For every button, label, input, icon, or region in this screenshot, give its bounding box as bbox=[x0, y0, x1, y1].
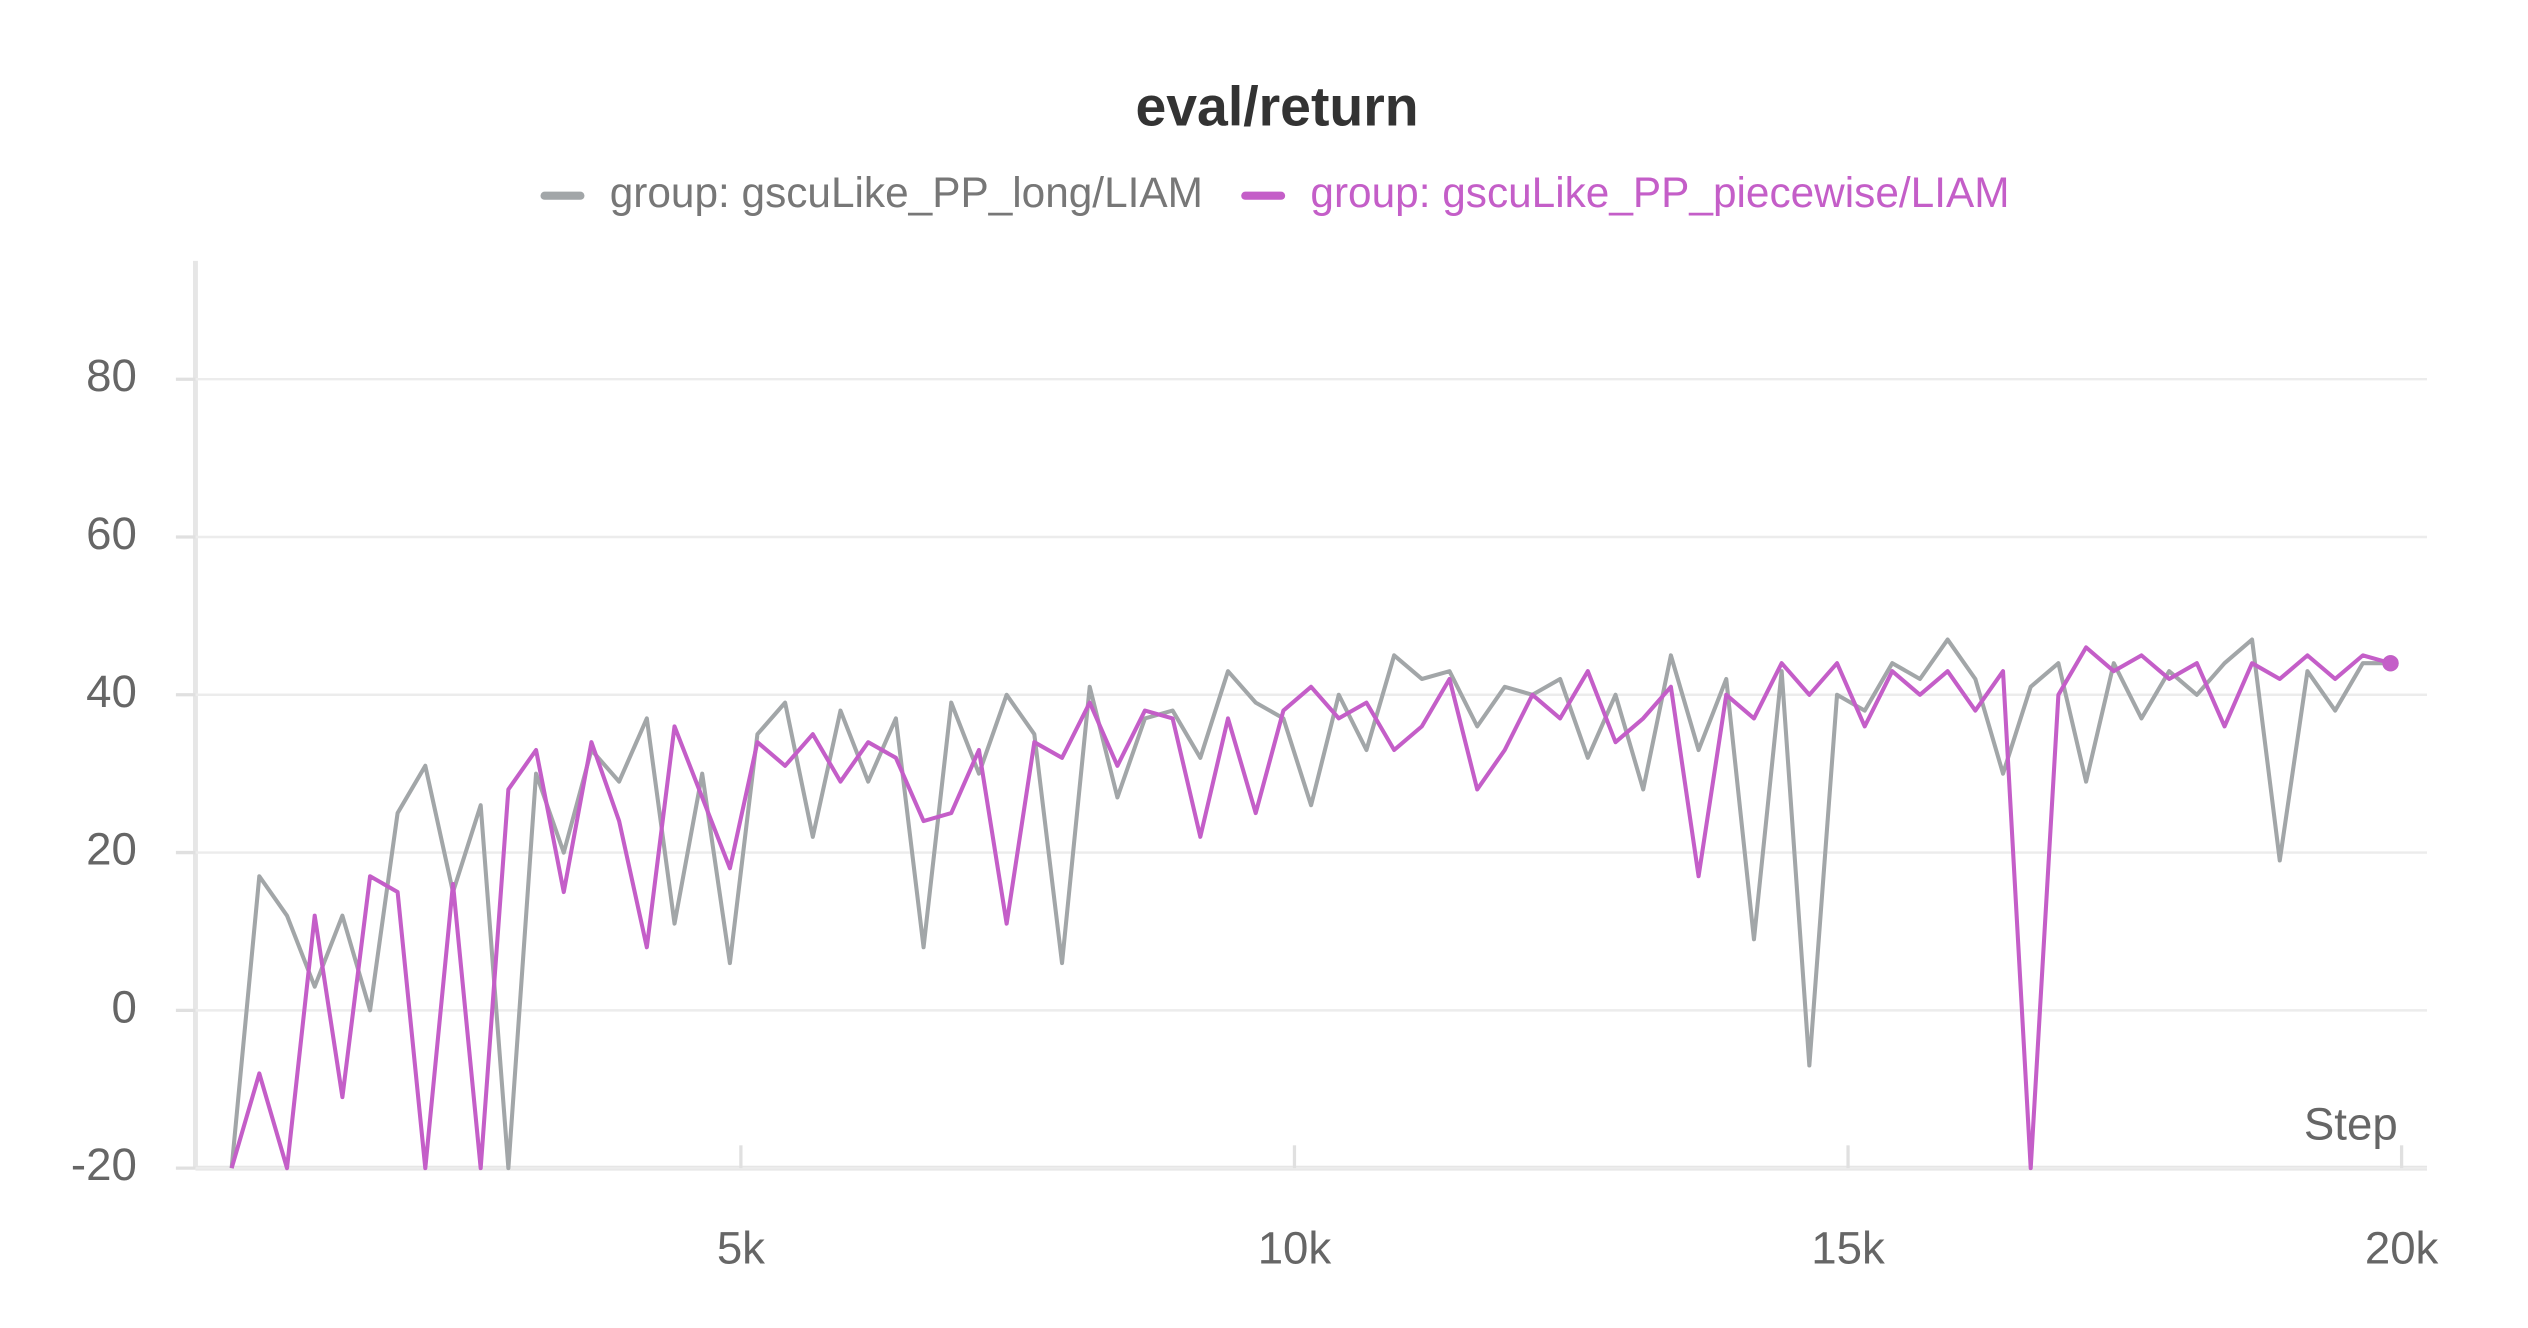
y-tick-label: 60 bbox=[86, 508, 137, 559]
end-point bbox=[2382, 655, 2399, 672]
y-tick-label: 20 bbox=[86, 824, 137, 875]
x-axis-label: Step bbox=[2304, 1098, 2398, 1149]
legend: group: gscuLike_PP_long/LIAM group: gscuL… bbox=[540, 169, 2009, 216]
series-line bbox=[229, 645, 2392, 1171]
series-line bbox=[229, 637, 2391, 1171]
y-tick-label: 80 bbox=[86, 350, 137, 401]
legend-label: group: gscuLike_PP_piecewise/LIAM bbox=[1310, 169, 2009, 216]
y-tick-label: 40 bbox=[86, 666, 137, 717]
y-tick-label: -20 bbox=[71, 1139, 137, 1190]
legend-label: group: gscuLike_PP_long/LIAM bbox=[610, 169, 1203, 216]
y-tick-label: 0 bbox=[111, 981, 136, 1032]
x-tick-label: 15k bbox=[1811, 1222, 1885, 1273]
x-tick-label: 20k bbox=[2365, 1222, 2439, 1273]
x-tick-label: 5k bbox=[717, 1222, 765, 1273]
x-tick-label: 10k bbox=[1258, 1222, 1332, 1273]
chart-title: eval/return bbox=[1135, 76, 1418, 138]
